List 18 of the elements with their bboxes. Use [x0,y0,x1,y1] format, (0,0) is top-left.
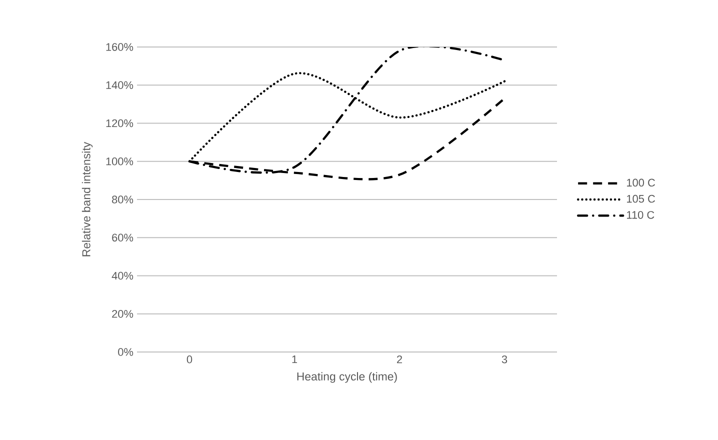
x-tick-label: 3 [502,356,508,364]
x-axis-title: Heating cycle (time) [297,372,397,383]
y-tick-label: 160% [106,43,134,51]
legend-label: 100 C [627,178,655,187]
y-tick-label: 60% [112,234,134,242]
legend-label: 110 C [627,211,654,219]
legend-label: 105 C [627,194,655,203]
x-tick-label: 1 [292,356,298,364]
y-tick-label: 100% [106,158,134,166]
y-tick-label: 40% [112,272,134,280]
x-tick-label: 0 [186,356,192,364]
y-tick-label: 140% [106,81,134,90]
y-tick-label: 0% [118,348,134,356]
y-tick-label: 80% [112,196,134,204]
y-tick-label: 20% [112,310,134,318]
y-tick-label: 120% [106,119,134,128]
y-axis-title: Relative band intensity [82,142,93,256]
x-tick-label: 2 [397,356,402,364]
